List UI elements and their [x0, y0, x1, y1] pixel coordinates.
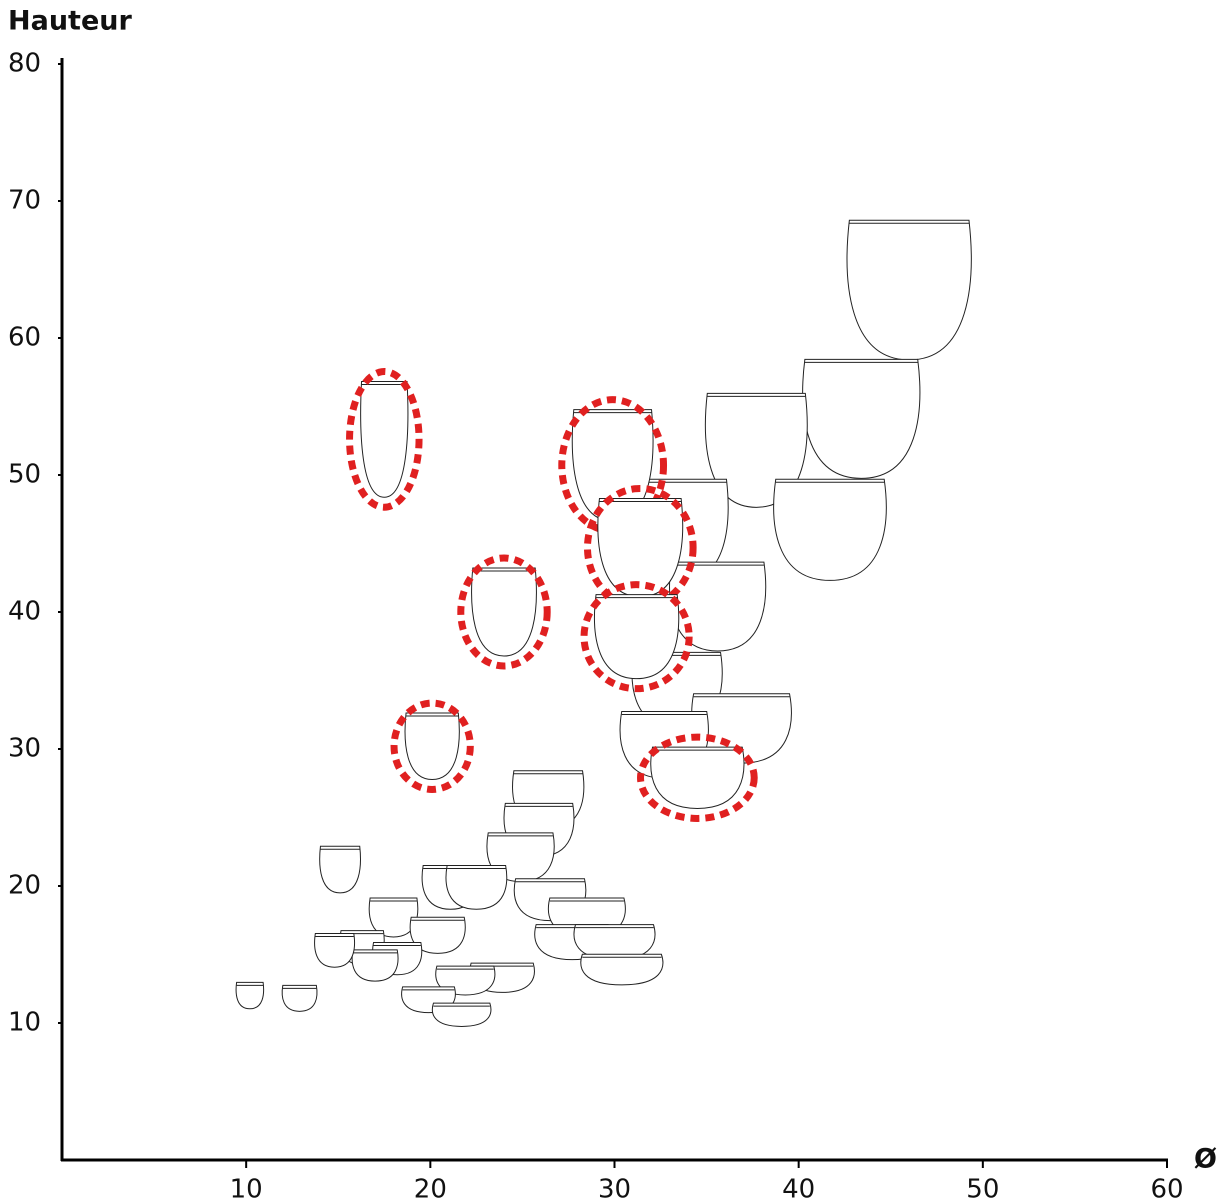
pot	[650, 746, 745, 809]
y-tick-label: 50	[8, 460, 41, 490]
pot	[235, 981, 265, 1010]
y-tick-label: 80	[8, 49, 41, 79]
pot	[669, 561, 767, 652]
highlight-ring	[580, 581, 693, 693]
pot	[404, 712, 460, 780]
x-tick-label: 20	[414, 1175, 447, 1204]
highlight-ring	[390, 699, 474, 793]
x-tick-label: 50	[966, 1175, 999, 1204]
pot	[314, 933, 355, 968]
highlight-ring	[583, 484, 697, 611]
y-tick-label: 40	[8, 597, 41, 627]
x-tick-label: 10	[230, 1175, 263, 1204]
pot	[471, 567, 537, 657]
pot	[431, 1002, 492, 1027]
pot	[368, 897, 419, 938]
pot	[846, 219, 972, 361]
highlight-ring	[457, 554, 551, 670]
y-tick-label: 10	[8, 1008, 41, 1038]
y-tick-label: 70	[8, 186, 41, 216]
x-tick-label: 30	[598, 1175, 631, 1204]
pot	[409, 916, 466, 954]
pot	[580, 953, 664, 986]
y-tick-label: 60	[8, 323, 41, 353]
highlight-ring	[346, 368, 423, 511]
pot	[319, 845, 361, 894]
pot	[351, 949, 399, 982]
x-tick-label: 60	[1150, 1175, 1183, 1204]
highlight-ring	[637, 733, 758, 822]
pot	[281, 984, 318, 1012]
y-tick-label: 30	[8, 734, 41, 764]
pot	[594, 594, 680, 680]
pot	[445, 864, 508, 910]
pot	[597, 497, 684, 598]
pot	[360, 381, 409, 498]
y-tick-label: 20	[8, 871, 41, 901]
pot	[773, 478, 887, 581]
x-axis-title: Ø	[1194, 1144, 1217, 1175]
pot	[802, 358, 921, 479]
x-tick-label: 40	[782, 1175, 815, 1204]
y-axis-title: Hauteur	[8, 6, 132, 37]
